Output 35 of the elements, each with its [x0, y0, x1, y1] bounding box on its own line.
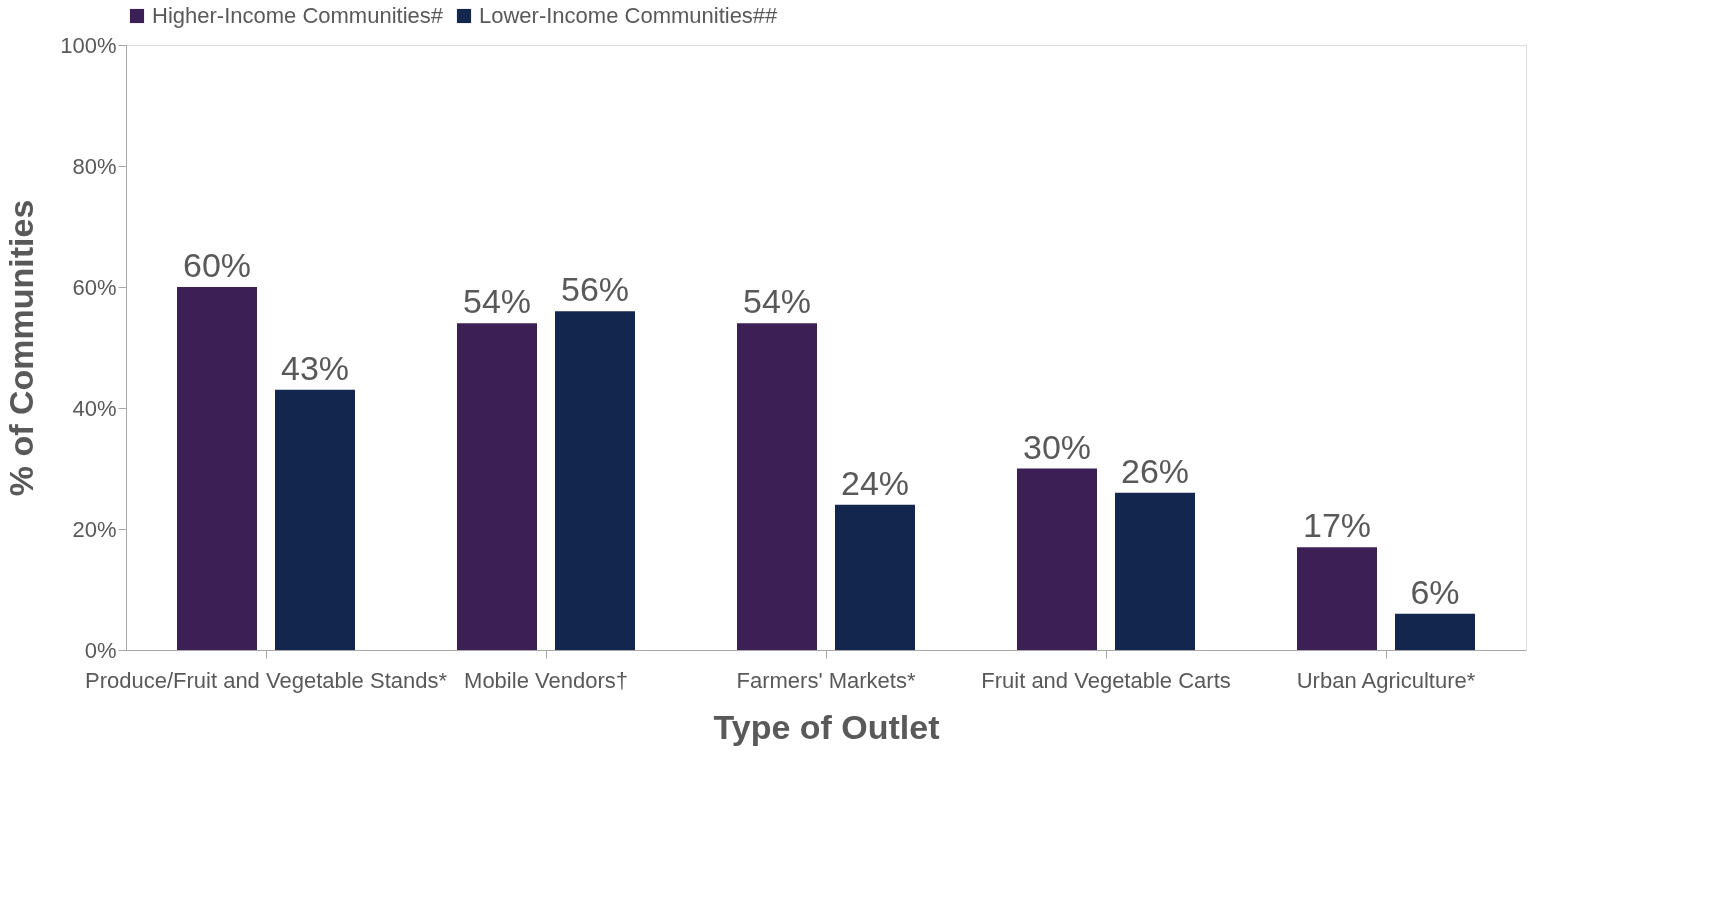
bar — [835, 504, 915, 650]
y-tick-label: 80% — [72, 153, 117, 179]
x-tick-label: Fruit and Vegetable Carts — [981, 667, 1231, 693]
data-label: 54% — [462, 282, 532, 321]
data-label: 6% — [1410, 572, 1460, 611]
x-tick-label: Mobile Vendors† — [464, 667, 628, 693]
y-axis-title: % of Communities — [2, 199, 41, 497]
bar — [1297, 547, 1377, 650]
bar — [275, 389, 355, 650]
bar — [457, 323, 537, 650]
data-label: 17% — [1302, 506, 1372, 545]
data-label: 54% — [742, 282, 812, 321]
y-tick-label: 60% — [72, 274, 117, 300]
y-tick-label: 0% — [84, 637, 117, 663]
data-label: 60% — [182, 246, 252, 284]
bar — [1395, 613, 1475, 650]
y-tick-label: 40% — [72, 395, 117, 421]
x-tick-label: Farmers' Markets* — [736, 667, 916, 693]
bar — [555, 311, 635, 650]
bar — [737, 323, 817, 650]
y-tick-label: 20% — [72, 516, 117, 542]
x-tick-label: Urban Agriculture* — [1296, 667, 1476, 693]
data-label: 56% — [560, 270, 630, 309]
x-tick-label: Produce/Fruit and Vegetable Stands* — [84, 667, 448, 693]
data-label: 43% — [280, 348, 350, 387]
bar — [1115, 492, 1195, 650]
legend-label: Lower-Income Communities## — [479, 3, 779, 28]
x-axis-title: Type of Outlet — [713, 707, 940, 746]
data-label: 30% — [1022, 427, 1092, 466]
data-label: 26% — [1120, 451, 1190, 490]
legend-label: Higher-Income Communities# — [152, 3, 444, 28]
data-label: 24% — [840, 463, 910, 502]
bar — [1017, 468, 1097, 650]
y-tick-label: 100% — [60, 32, 117, 58]
bar — [177, 287, 257, 650]
